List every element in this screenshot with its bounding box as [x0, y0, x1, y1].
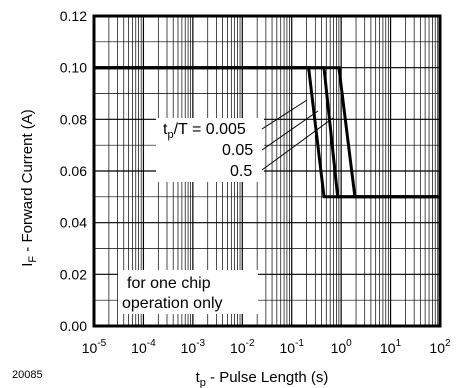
figure-id: 20085	[12, 369, 43, 381]
y-tick-label: 0.00	[60, 318, 87, 334]
leader-line-05	[261, 117, 334, 171]
x-axis-label: tp - Pulse Length (s)	[196, 369, 329, 388]
y-tick-label: 0.06	[60, 163, 87, 179]
y-tick-label: 0.02	[60, 266, 87, 282]
duty-label-box	[156, 118, 264, 182]
plot-frame	[92, 14, 442, 328]
x-axis-ticks: 10-5 10-4 10-3 10-2 10-1 100 101 102	[82, 338, 451, 356]
x-tick-label: 10-3	[181, 338, 206, 356]
leader-line-005	[261, 110, 319, 151]
data-series	[94, 66, 440, 199]
y-tick-label: 0.04	[60, 215, 87, 231]
y-axis-label: IF - Forward Current (A)	[19, 109, 39, 267]
x-tick-label: 102	[429, 338, 451, 356]
duty-label-05: 0.5	[230, 163, 252, 180]
x-tick-label: 10-5	[82, 338, 107, 356]
x-tick-label: 10-4	[131, 338, 156, 356]
y-tick-label: 0.10	[60, 60, 87, 76]
note-line-1: for one chip	[127, 275, 211, 292]
note-line-2: operation only	[122, 295, 223, 312]
x-tick-label: 10-1	[279, 338, 304, 356]
y-tick-label: 0.12	[60, 8, 87, 24]
x-tick-label: 100	[331, 338, 353, 356]
y-tick-label: 0.08	[60, 111, 87, 127]
x-tick-label: 101	[380, 338, 402, 356]
duty-label-005: 0.05	[222, 142, 253, 159]
x-tick-label: 10-2	[230, 338, 255, 356]
duty-label-0005: tp/T = 0.005	[163, 121, 246, 141]
note-box	[118, 270, 258, 314]
leader-line-0005	[261, 99, 308, 130]
series-line-3	[94, 66, 440, 199]
y-axis-ticks: 0.00 0.02 0.04 0.06 0.08 0.10 0.12	[60, 8, 87, 334]
